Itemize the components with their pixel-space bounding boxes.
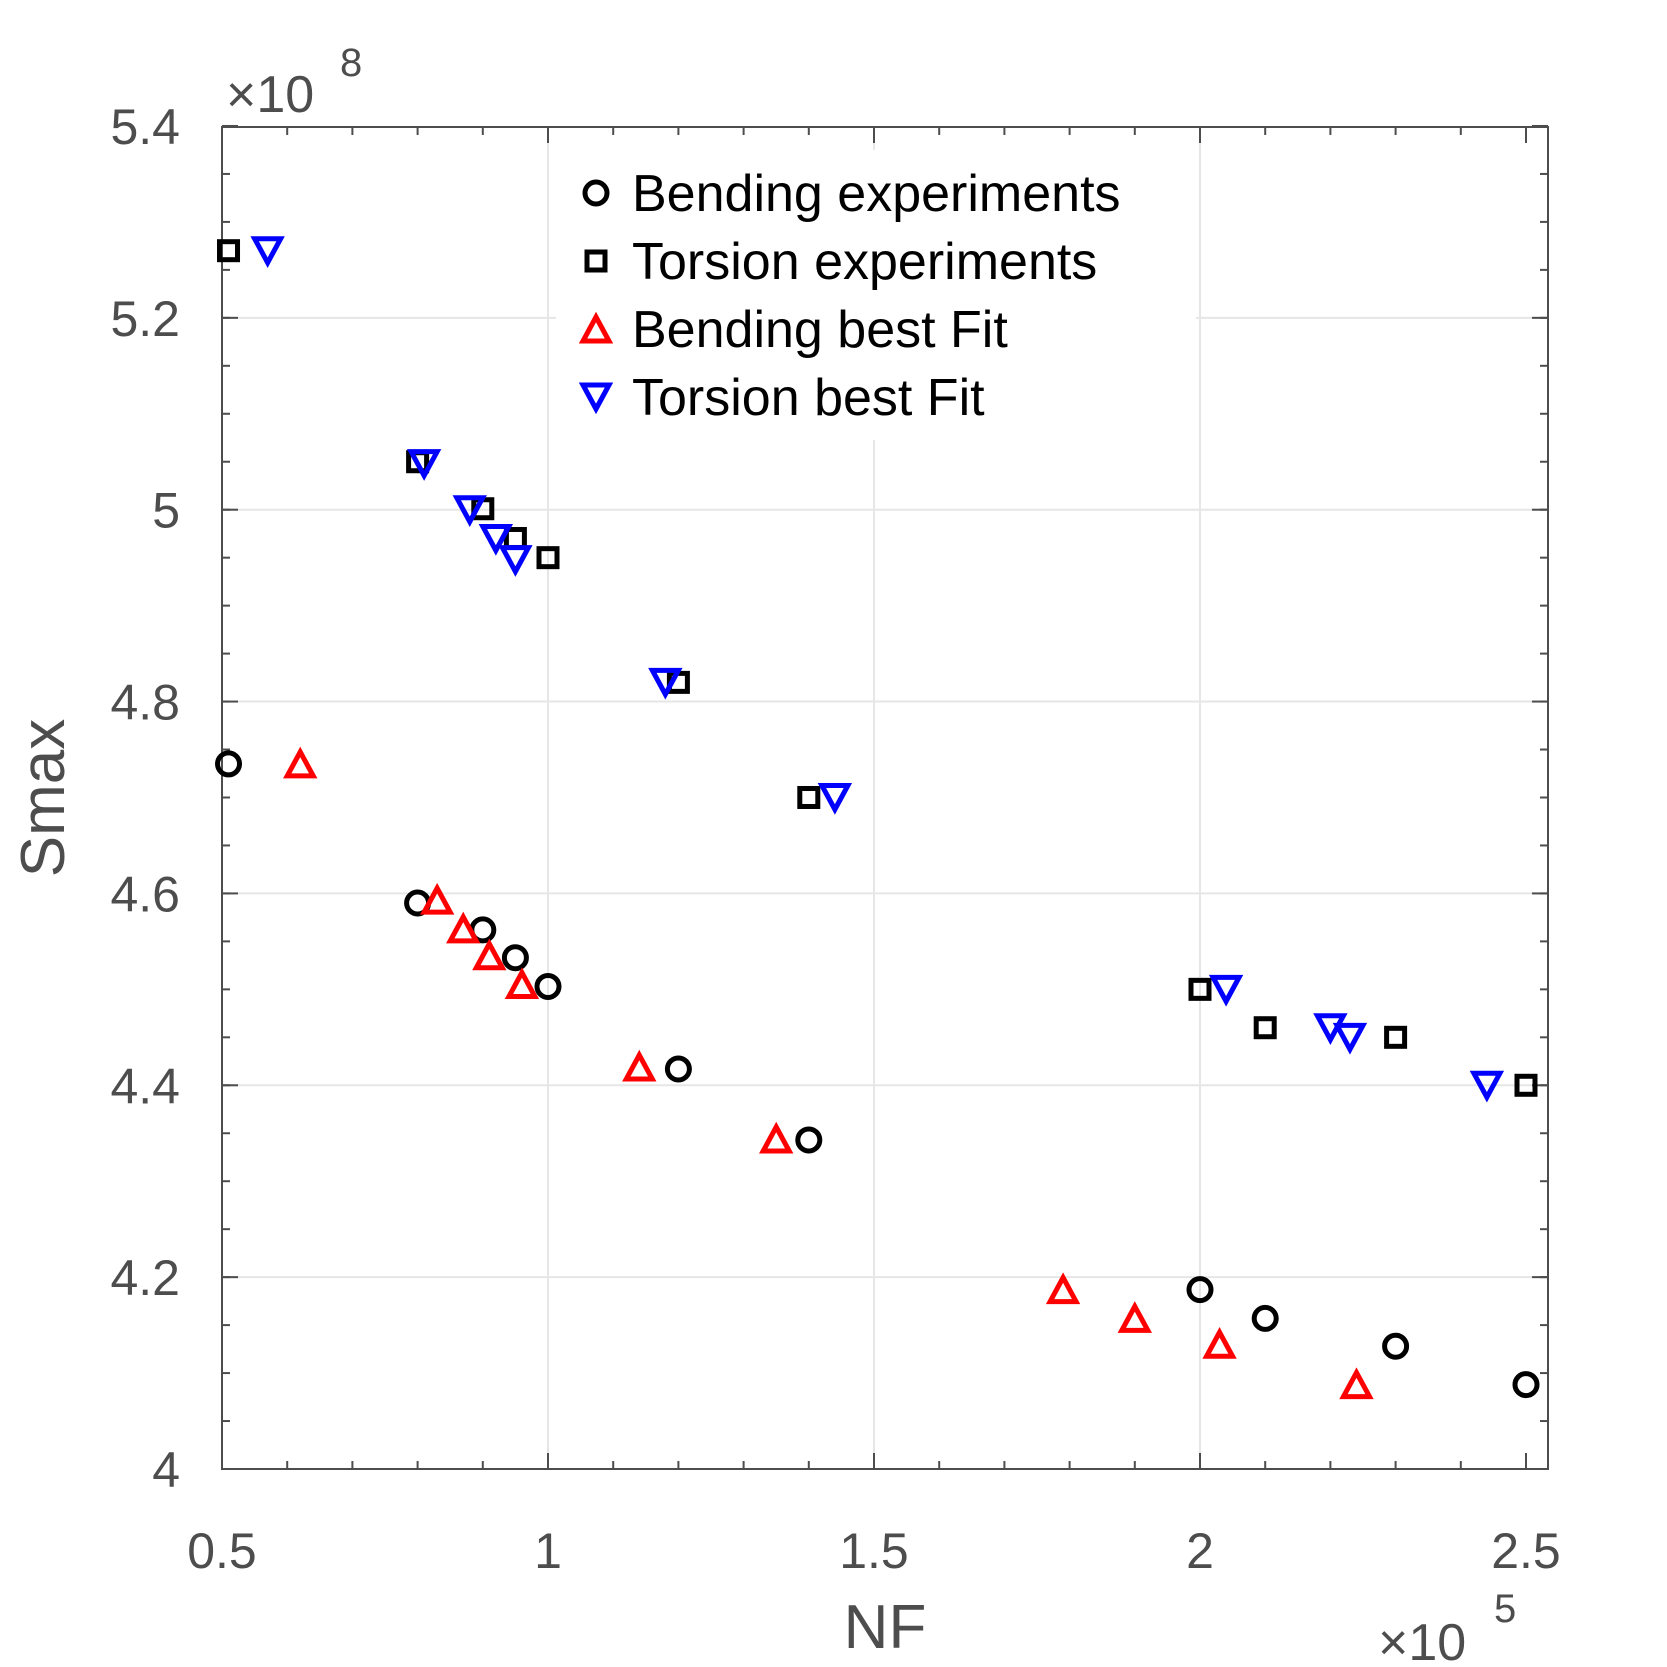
grid — [222, 127, 1548, 1469]
y-tick-labels: 4 4.2 4.4 4.6 4.8 5 5.2 5.4 — [110, 99, 180, 1498]
x-exponent-base: ×10 — [1378, 1614, 1466, 1667]
legend-item: Bending best Fit — [578, 301, 1008, 359]
x-tick-label: 1 — [534, 1523, 562, 1579]
legend-items: Bending experiments Torsion experiments Be… — [578, 165, 1121, 427]
data-point-circle — [1382, 1332, 1410, 1360]
data-point-triangle-up — [1339, 1367, 1374, 1400]
x-tick-label: 2.5 — [1491, 1523, 1561, 1579]
y-tick-label: 5.4 — [110, 99, 180, 155]
data-point-circle — [795, 1126, 823, 1154]
data-point-circle — [501, 944, 529, 972]
data-point-triangle-down — [1208, 974, 1244, 1007]
x-axis-title: NF — [844, 1593, 927, 1662]
data-point-square — [217, 239, 241, 263]
data-point-circle — [1251, 1304, 1279, 1332]
x-tick-label: 0.5 — [187, 1523, 257, 1579]
data-point-square — [1384, 1025, 1408, 1049]
data-point-square — [1253, 1016, 1277, 1040]
legend: Bending experiments Torsion experiments Be… — [556, 150, 1196, 440]
data-point-triangle-up — [283, 746, 318, 779]
data-point-triangle-up — [1117, 1301, 1152, 1333]
axes-box — [221, 126, 1549, 1470]
series-layer — [215, 236, 1540, 1400]
legend-label: Bending best Fit — [632, 301, 1008, 359]
data-point-triangle-down — [648, 667, 683, 700]
y-tick-label: 5 — [152, 483, 180, 539]
y-tick-label: 4.4 — [110, 1058, 180, 1114]
y-tick-label: 4.6 — [110, 866, 180, 922]
legend-label: Torsion best Fit — [632, 369, 985, 427]
data-point-triangle-down — [250, 236, 285, 268]
legend-label: Torsion experiments — [632, 233, 1097, 291]
data-point-triangle-down — [817, 782, 853, 815]
data-point-triangle-up — [446, 911, 481, 944]
series-triangle-down — [250, 236, 1505, 1103]
series-circle — [215, 750, 1540, 1399]
data-point-triangle-up — [504, 967, 540, 1000]
y-axis-title: Smax — [9, 719, 78, 877]
y-tick-label: 4.2 — [110, 1250, 180, 1306]
major-ticks — [221, 124, 1548, 1470]
data-point-circle — [664, 1055, 692, 1083]
data-point-triangle-down — [1332, 1022, 1368, 1055]
data-point-triangle-down — [1469, 1070, 1505, 1103]
x-exponent-power: 5 — [1494, 1587, 1516, 1631]
x-tick-labels: 0.5 1 1.5 2 2.5 — [187, 1523, 1561, 1579]
series-triangle-up — [283, 746, 1374, 1400]
data-point-triangle-up — [622, 1049, 657, 1082]
legend-marker-triangle-down — [578, 382, 614, 415]
data-point-triangle-up — [759, 1121, 794, 1154]
y-exponent-base: ×10 — [226, 66, 314, 124]
data-point-square — [797, 785, 821, 809]
legend-box — [556, 150, 1196, 440]
y-tick-label: 4 — [152, 1442, 180, 1498]
x-tick-label: 2 — [1186, 1523, 1214, 1579]
data-point-triangle-down — [406, 449, 442, 481]
x-tick-label: 1.5 — [839, 1523, 909, 1579]
legend-item: Torsion experiments — [584, 233, 1097, 291]
y-exponent-power: 8 — [340, 41, 362, 85]
data-point-triangle-up — [1045, 1272, 1081, 1305]
legend-marker-triangle-up — [578, 311, 614, 344]
data-point-circle — [1186, 1276, 1214, 1304]
data-point-circle — [215, 750, 243, 778]
data-point-triangle-up — [419, 882, 455, 915]
data-point-triangle-down — [498, 545, 533, 577]
data-point-triangle-up — [472, 938, 507, 971]
data-point-square — [1188, 977, 1212, 1001]
y-tick-label: 5.2 — [110, 291, 180, 347]
y-tick-label: 4.8 — [110, 675, 180, 731]
data-point-square — [536, 546, 560, 570]
legend-marker-circle — [582, 179, 610, 207]
legend-marker-square — [584, 249, 608, 273]
legend-item: Bending experiments — [582, 165, 1121, 223]
data-point-triangle-down — [478, 523, 514, 556]
data-point-triangle-down — [452, 495, 487, 527]
data-point-triangle-up — [1202, 1327, 1237, 1359]
data-point-circle — [534, 972, 562, 1000]
data-point-square — [1514, 1073, 1538, 1097]
legend-item: Torsion best Fit — [578, 369, 985, 427]
data-point-circle — [1512, 1371, 1540, 1399]
legend-label: Bending experiments — [632, 165, 1121, 223]
